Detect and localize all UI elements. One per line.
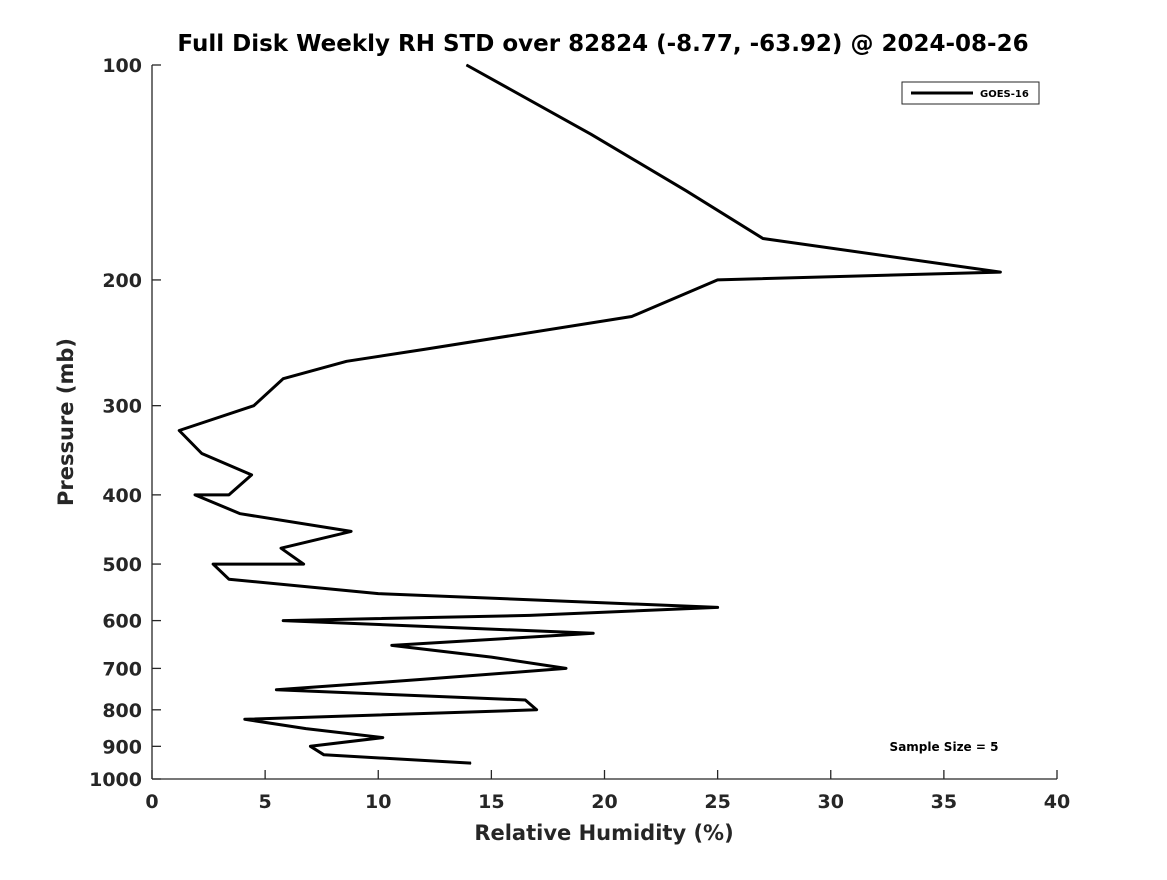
data-point <box>565 667 567 669</box>
x-tick-label: 40 <box>1044 791 1070 813</box>
x-tick-label: 0 <box>145 791 158 813</box>
data-point <box>529 614 531 616</box>
data-point <box>346 360 348 362</box>
x-tick-label: 20 <box>591 791 617 813</box>
data-point <box>280 547 282 549</box>
x-tick-label: 30 <box>818 791 844 813</box>
legend-label-goes-16: GOES-16 <box>980 89 1029 100</box>
data-point <box>303 563 305 565</box>
y-tick-label: 400 <box>102 485 142 507</box>
y-ticks: 100 200 300 400 500 600 700 800 900 1000 <box>89 55 161 791</box>
y-tick-label: 600 <box>102 611 142 633</box>
data-point <box>178 430 180 431</box>
x-tick-label: 25 <box>704 791 730 813</box>
y-tick-label: 1000 <box>89 769 142 791</box>
data-point <box>377 593 379 595</box>
data-point <box>282 620 284 622</box>
data-point <box>999 271 1001 273</box>
data-point <box>382 737 384 739</box>
data-point <box>466 64 467 66</box>
data-point <box>685 190 687 192</box>
data-point <box>239 513 241 515</box>
data-point <box>228 578 230 580</box>
y-tick-label: 800 <box>102 700 142 722</box>
data-point <box>425 348 427 350</box>
y-tick-label: 200 <box>102 270 142 292</box>
y-tick-label: 100 <box>102 55 142 77</box>
data-point <box>762 238 764 239</box>
x-tick-label: 15 <box>478 791 504 813</box>
data-point <box>212 563 214 565</box>
plot-frame <box>151 65 1057 780</box>
x-tick-label: 35 <box>931 791 957 813</box>
chart-title: Full Disk Weekly RH STD over 82824 (-8.7… <box>177 31 1028 57</box>
data-point <box>590 133 592 135</box>
series-layer <box>177 63 1002 765</box>
data-point <box>536 709 538 711</box>
x-tick-label: 5 <box>259 791 272 813</box>
data-point <box>253 405 255 407</box>
data-point <box>592 632 594 634</box>
data-point <box>350 530 352 532</box>
y-tick-label: 500 <box>102 554 142 576</box>
data-point <box>391 644 393 646</box>
data-point <box>524 699 526 701</box>
y-tick-label: 300 <box>102 396 142 418</box>
data-point <box>631 316 633 317</box>
sample-size-annotation: Sample Size = 5 <box>890 740 999 754</box>
data-point <box>323 754 325 756</box>
data-point <box>282 378 284 380</box>
x-axis-label: Relative Humidity (%) <box>474 821 733 845</box>
data-point <box>228 494 230 496</box>
y-tick-label: 700 <box>102 658 142 680</box>
data-point <box>490 656 492 658</box>
y-tick-label: 900 <box>102 736 142 758</box>
data-point <box>423 678 424 680</box>
data-point <box>201 453 203 454</box>
data-point <box>244 718 246 720</box>
data-point <box>717 606 719 608</box>
data-point <box>470 762 472 764</box>
data-point <box>717 279 719 281</box>
data-point <box>194 494 196 496</box>
x-tick-label: 10 <box>365 791 391 813</box>
series-line-goes-16 <box>177 63 1002 765</box>
data-point <box>305 728 307 730</box>
x-ticks: 0 5 10 15 20 25 30 35 40 <box>145 770 1070 813</box>
data-point <box>251 474 253 476</box>
data-point <box>309 745 311 747</box>
legend: GOES-16 <box>901 81 1040 105</box>
y-axis-label: Pressure (mb) <box>54 338 78 506</box>
data-point <box>275 689 277 691</box>
